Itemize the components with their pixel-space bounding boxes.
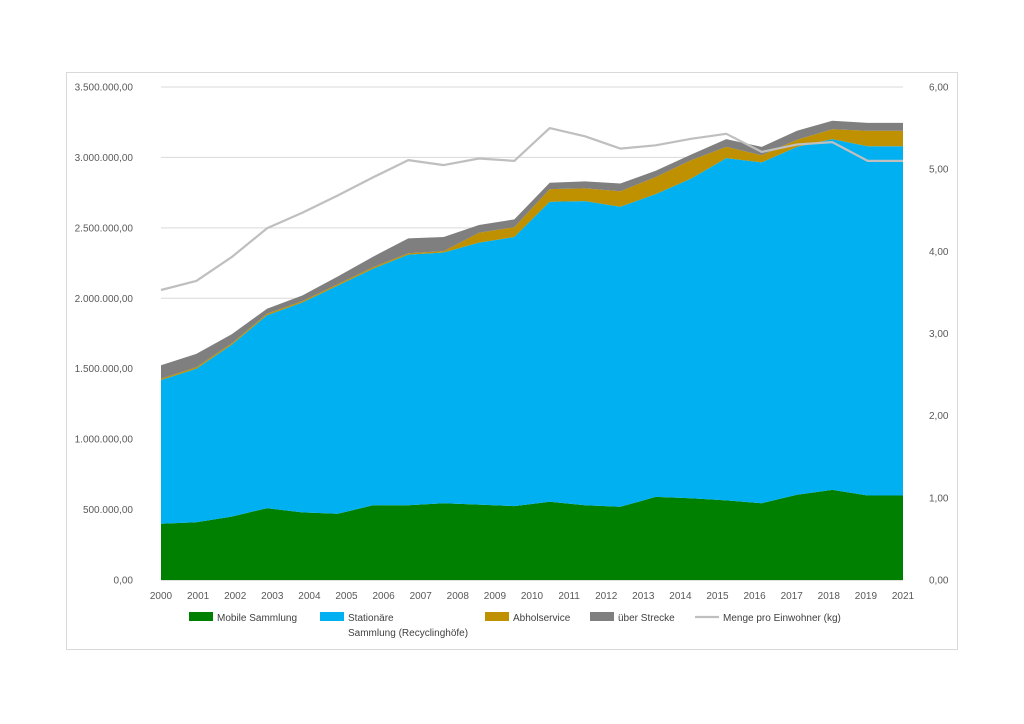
right-tick-label: 2,00 xyxy=(929,411,949,422)
right-tick-label: 1,00 xyxy=(929,493,949,504)
left-tick-label: 500.000,00 xyxy=(83,505,133,516)
x-tick-label: 2019 xyxy=(855,591,878,602)
x-tick-label: 2014 xyxy=(669,591,692,602)
area-series-1 xyxy=(161,489,903,580)
x-tick-label: 2007 xyxy=(410,591,433,602)
legend-item: Menge pro Einwohner (kg) xyxy=(695,613,841,624)
x-tick-label: 2013 xyxy=(632,591,655,602)
x-tick-label: 2017 xyxy=(781,591,804,602)
x-tick-label: 2010 xyxy=(521,591,544,602)
left-tick-label: 2.500.000,00 xyxy=(75,223,134,234)
area-chart: 0,00 500.000,00 1.000.000,00 1.500.000,00 2.… xyxy=(75,83,949,640)
right-tick-label: 4,00 xyxy=(929,247,949,258)
x-tick-label: 2021 xyxy=(892,591,915,602)
x-tick-label: 2009 xyxy=(484,591,507,602)
legend-item: Mobile Sammlung xyxy=(189,612,297,624)
legend-item: über Strecke xyxy=(590,612,675,624)
legend-swatch xyxy=(485,612,509,621)
per-capita-line xyxy=(160,126,903,292)
chart-frame: 0,00 500.000,00 1.000.000,00 1.500.000,00 2.… xyxy=(66,72,958,650)
legend-label-line2: Sammlung (Recyclinghöfe) xyxy=(348,628,468,639)
legend: Mobile Sammlung Stationäre Sammlung (Recyc… xyxy=(189,612,841,639)
area-series-2 xyxy=(161,139,903,524)
legend-label: Stationäre xyxy=(348,613,394,624)
right-y-axis: 0,00 1,00 2,00 3,00 4,00 5,00 6,00 xyxy=(929,83,949,587)
legend-label: Menge pro Einwohner (kg) xyxy=(723,613,841,624)
x-tick-label: 2003 xyxy=(261,591,284,602)
legend-swatch xyxy=(189,612,213,621)
right-tick-label: 3,00 xyxy=(929,329,949,340)
right-tick-label: 5,00 xyxy=(929,165,949,176)
right-tick-label: 0,00 xyxy=(929,576,949,587)
x-tick-label: 2001 xyxy=(187,591,210,602)
x-tick-label: 2016 xyxy=(743,591,766,602)
x-tick-label: 2004 xyxy=(298,591,321,602)
left-tick-label: 1.500.000,00 xyxy=(75,364,134,375)
legend-label: über Strecke xyxy=(618,613,675,624)
x-tick-label: 2000 xyxy=(150,591,173,602)
x-tick-label: 2018 xyxy=(818,591,841,602)
x-tick-label: 2015 xyxy=(706,591,729,602)
x-tick-label: 2008 xyxy=(447,591,470,602)
left-tick-label: 3.500.000,00 xyxy=(75,83,134,94)
left-y-axis: 0,00 500.000,00 1.000.000,00 1.500.000,00 2.… xyxy=(75,83,134,587)
legend-item: Stationäre Sammlung (Recyclinghöfe) xyxy=(320,612,468,639)
right-tick-label: 6,00 xyxy=(929,83,949,94)
legend-label: Mobile Sammlung xyxy=(217,613,297,624)
x-tick-label: 2006 xyxy=(372,591,395,602)
legend-swatch xyxy=(320,612,344,621)
legend-swatch xyxy=(590,612,614,621)
line-series-per-capita xyxy=(160,126,903,292)
x-tick-label: 2005 xyxy=(335,591,358,602)
left-tick-label: 3.000.000,00 xyxy=(75,153,134,164)
left-tick-label: 0,00 xyxy=(114,576,134,587)
left-tick-label: 2.000.000,00 xyxy=(75,294,134,305)
stacked-areas xyxy=(161,120,903,580)
x-axis: 2000 2001 2002 2003 2004 2005 2006 2007 2008 2009… xyxy=(150,591,915,602)
x-tick-label: 2011 xyxy=(558,591,580,602)
left-tick-label: 1.000.000,00 xyxy=(75,435,134,446)
legend-label: Abholservice xyxy=(513,613,571,624)
x-tick-label: 2012 xyxy=(595,591,618,602)
legend-item: Abholservice xyxy=(485,612,571,624)
x-tick-label: 2002 xyxy=(224,591,247,602)
